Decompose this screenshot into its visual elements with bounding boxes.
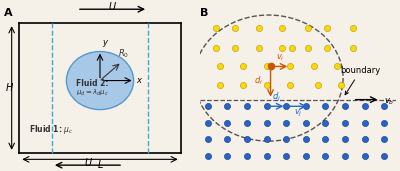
- Text: B: B: [200, 8, 208, 18]
- Text: $v_j$: $v_j$: [294, 108, 302, 119]
- Text: $R_0$: $R_0$: [118, 47, 130, 60]
- Text: y: y: [102, 38, 107, 47]
- Text: L: L: [97, 160, 103, 170]
- Text: x: x: [136, 76, 142, 85]
- Text: U: U: [85, 158, 92, 168]
- Text: H: H: [6, 83, 13, 93]
- Text: Fluid 2:: Fluid 2:: [76, 79, 108, 88]
- Text: boundary: boundary: [340, 66, 381, 95]
- Text: $v_b$: $v_b$: [384, 96, 395, 107]
- Text: $d_j$: $d_j$: [272, 91, 281, 104]
- Circle shape: [66, 51, 134, 110]
- Text: A: A: [4, 8, 13, 18]
- Text: $v_i$: $v_i$: [276, 53, 285, 63]
- Text: $\mu_d = \lambda_d \mu_c$: $\mu_d = \lambda_d \mu_c$: [76, 88, 109, 98]
- Text: $d_i$: $d_i$: [254, 74, 263, 87]
- Text: Fluid 1: $\mu_c$: Fluid 1: $\mu_c$: [29, 123, 74, 136]
- Text: U: U: [108, 2, 115, 12]
